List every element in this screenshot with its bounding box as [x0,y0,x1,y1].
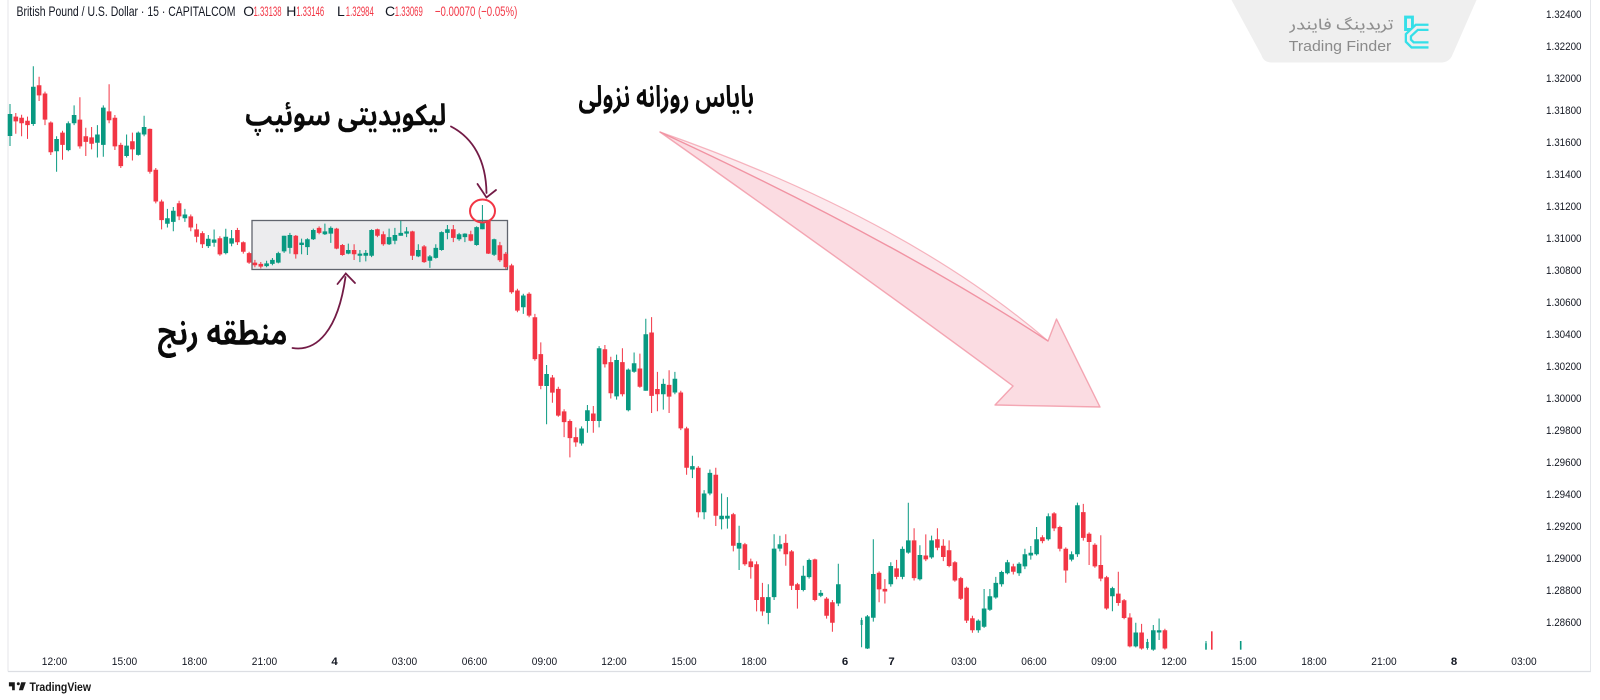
svg-text:18:00: 18:00 [741,656,766,668]
svg-text:03:00: 03:00 [951,656,976,668]
svg-text:15:00: 15:00 [671,656,696,668]
svg-text:1.32984: 1.32984 [346,3,374,19]
svg-text:09:00: 09:00 [1091,656,1116,668]
svg-text:1.29400: 1.29400 [1546,489,1582,501]
svg-text:H: H [286,3,296,19]
svg-text:1.31200: 1.31200 [1546,201,1582,213]
svg-text:1.31800: 1.31800 [1546,105,1582,117]
svg-text:03:00: 03:00 [392,656,417,668]
svg-text:21:00: 21:00 [1371,656,1396,668]
svg-text:1.31400: 1.31400 [1546,169,1582,181]
svg-text:1.28800: 1.28800 [1546,585,1582,597]
svg-text:06:00: 06:00 [1021,656,1046,668]
svg-text:1.28600: 1.28600 [1546,617,1582,629]
svg-text:21:00: 21:00 [252,656,277,668]
svg-text:1.31000: 1.31000 [1546,233,1582,245]
svg-text:TradingView: TradingView [30,680,92,694]
svg-text:−0.00070 (−0.05%): −0.00070 (−0.05%) [435,3,517,19]
svg-text:O: O [243,3,254,19]
svg-text:1.30600: 1.30600 [1546,297,1582,309]
svg-text:09:00: 09:00 [532,656,557,668]
svg-text:03:00: 03:00 [1511,656,1536,668]
svg-text:15:00: 15:00 [112,656,137,668]
svg-text:7: 7 [888,656,894,668]
svg-text:4: 4 [331,656,338,668]
svg-text:1.30000: 1.30000 [1546,393,1582,405]
svg-text:1.31600: 1.31600 [1546,137,1582,149]
svg-text:1.30800: 1.30800 [1546,265,1582,277]
svg-text:6: 6 [842,656,848,668]
svg-text:C: C [385,3,395,19]
svg-text:15:00: 15:00 [1231,656,1256,668]
svg-text:1.29800: 1.29800 [1546,425,1582,437]
svg-text:1.32200: 1.32200 [1546,41,1582,53]
svg-text:1.33138: 1.33138 [254,3,282,19]
svg-text:1.33069: 1.33069 [395,3,423,19]
svg-text:06:00: 06:00 [462,656,487,668]
svg-text:Trading Finder: Trading Finder [1289,38,1392,55]
svg-text:12:00: 12:00 [601,656,626,668]
svg-text:1.30200: 1.30200 [1546,361,1582,373]
svg-text:12:00: 12:00 [42,656,67,668]
svg-text:1.29000: 1.29000 [1546,553,1582,565]
svg-text:1.29600: 1.29600 [1546,457,1582,469]
svg-text:1.29200: 1.29200 [1546,521,1582,533]
svg-text:8: 8 [1451,656,1457,668]
svg-text:18:00: 18:00 [1301,656,1326,668]
svg-text:18:00: 18:00 [182,656,207,668]
svg-text:12:00: 12:00 [1161,656,1186,668]
svg-text:1.30400: 1.30400 [1546,329,1582,341]
svg-text:1.32000: 1.32000 [1546,73,1582,85]
svg-text:L: L [337,3,345,19]
svg-text:British Pound / U.S. Dollar ·: British Pound / U.S. Dollar · 15 · CAPIT… [17,3,236,19]
svg-text:1.33146: 1.33146 [296,3,324,19]
svg-text:1.32400: 1.32400 [1546,9,1582,21]
